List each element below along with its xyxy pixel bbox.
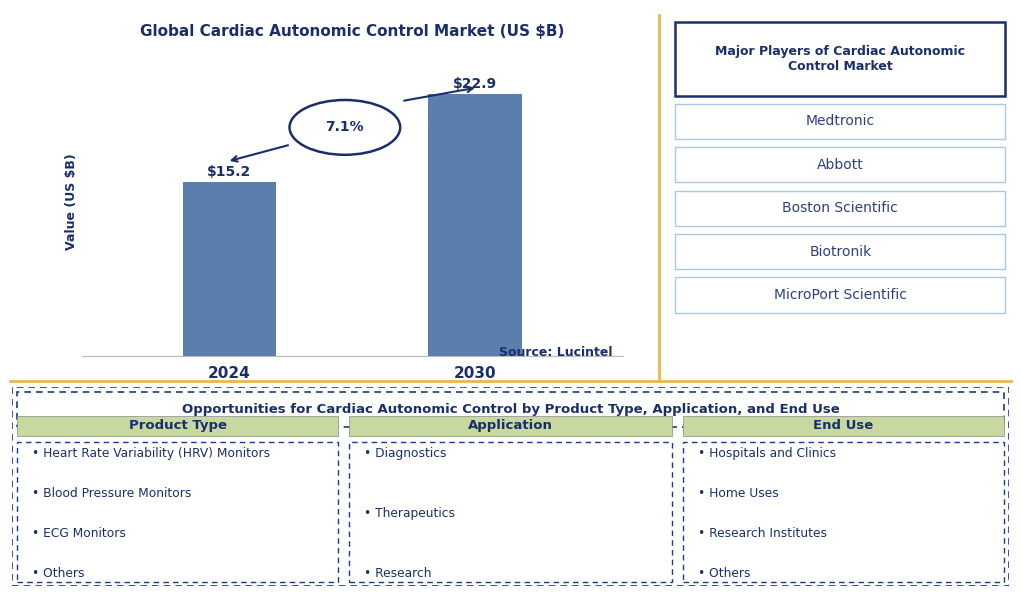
Y-axis label: Value (US $B): Value (US $B) [64,153,78,250]
FancyBboxPatch shape [12,387,1009,586]
FancyBboxPatch shape [349,416,672,436]
FancyBboxPatch shape [675,190,1006,226]
Text: • Hospitals and Clinics: • Hospitals and Clinics [697,447,836,460]
Text: • Home Uses: • Home Uses [697,487,779,500]
FancyBboxPatch shape [17,392,1004,427]
FancyBboxPatch shape [17,416,338,436]
Text: Boston Scientific: Boston Scientific [782,201,898,215]
Text: Abbott: Abbott [817,158,864,172]
FancyBboxPatch shape [675,234,1006,269]
Text: Medtronic: Medtronic [806,114,875,129]
Text: $22.9: $22.9 [453,77,497,91]
FancyBboxPatch shape [675,147,1006,183]
Text: • Others: • Others [33,568,85,581]
Text: Application: Application [468,419,553,432]
Bar [429,94,522,356]
Text: • Others: • Others [697,568,750,581]
FancyBboxPatch shape [17,442,338,582]
Text: Opportunities for Cardiac Autonomic Control by Product Type, Application, and En: Opportunities for Cardiac Autonomic Cont… [182,403,839,416]
Text: Product Type: Product Type [129,419,227,432]
Text: • Diagnostics: • Diagnostics [364,447,446,460]
Text: 7.1%: 7.1% [326,120,364,135]
FancyBboxPatch shape [675,278,1006,313]
Text: MicroPort Scientific: MicroPort Scientific [774,288,907,302]
FancyBboxPatch shape [683,416,1004,436]
Text: End Use: End Use [813,419,873,432]
FancyBboxPatch shape [683,442,1004,582]
Text: • Therapeutics: • Therapeutics [364,508,455,521]
Text: • Blood Pressure Monitors: • Blood Pressure Monitors [33,487,192,500]
Text: • ECG Monitors: • ECG Monitors [33,527,126,540]
Text: $15.2: $15.2 [207,165,251,178]
Text: Source: Lucintel: Source: Lucintel [499,346,613,359]
Title: Global Cardiac Autonomic Control Market (US $B): Global Cardiac Autonomic Control Market … [140,24,565,39]
FancyBboxPatch shape [675,104,1006,139]
Text: • Research Institutes: • Research Institutes [697,527,827,540]
Text: Biotronik: Biotronik [810,244,871,259]
FancyBboxPatch shape [675,22,1006,95]
Bar [183,182,276,356]
FancyBboxPatch shape [349,442,672,582]
Text: Major Players of Cardiac Autonomic
Control Market: Major Players of Cardiac Autonomic Contr… [716,45,965,73]
Text: • Heart Rate Variability (HRV) Monitors: • Heart Rate Variability (HRV) Monitors [33,447,271,460]
Text: • Research: • Research [364,568,432,581]
